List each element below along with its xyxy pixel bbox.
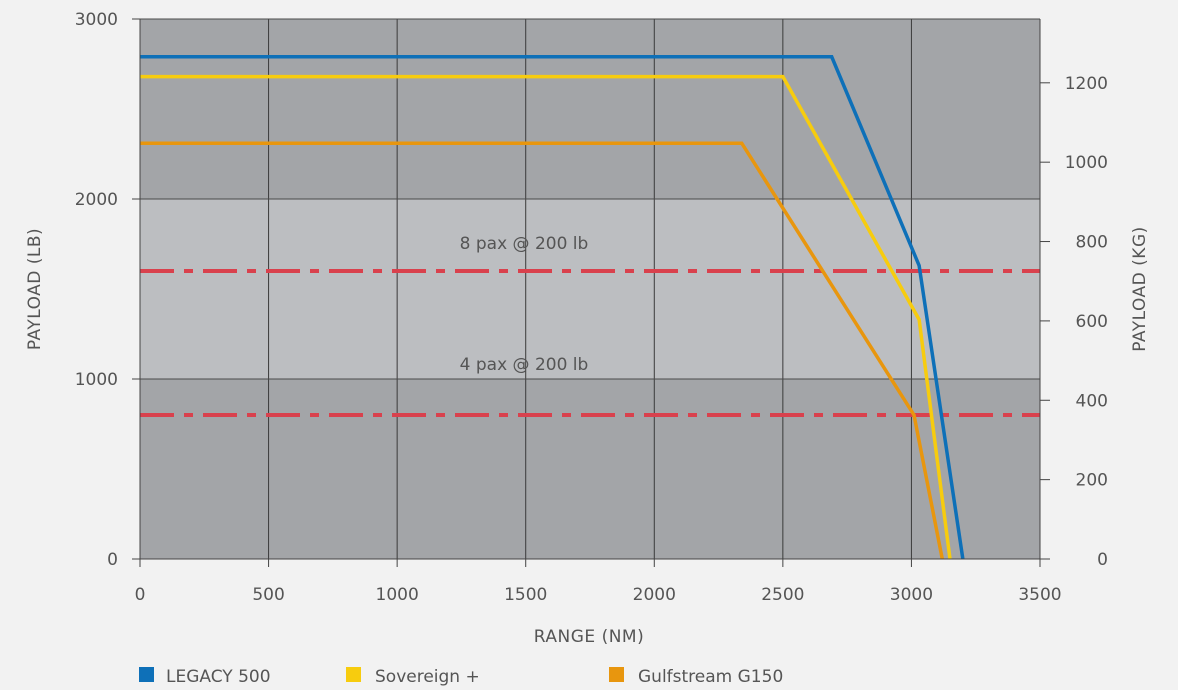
y2-axis-title: PAYLOAD (KG) [1130,226,1150,352]
y-tick-label-3000: 3000 [75,10,118,30]
y-tick-label-1000: 1000 [75,370,118,390]
legend: LEGACY 500 Sovereign + Gulfstream G150 [139,667,783,687]
x-tick-label-500: 500 [252,585,284,605]
y2-tick-label-800: 800 [1076,233,1108,253]
legend-label-sovereign-plus: Sovereign + [375,667,480,687]
x-tick-label-2000: 2000 [633,585,676,605]
x-tick-label-0: 0 [135,585,146,605]
series-line-legacy-500 [140,55,965,560]
y2-tick-label-200: 200 [1076,471,1108,491]
ref-label-4pax: 4 pax @ 200 lb [460,355,589,375]
legend-item-sovereign-plus: Sovereign + [346,667,480,687]
legend-label-gulfstream-g150: Gulfstream G150 [638,667,783,687]
legend-item-legacy-500: LEGACY 500 [139,667,271,687]
reference-lines [140,269,1040,417]
band-1 [140,199,1040,379]
legend-swatch-sovereign-plus [346,667,361,682]
x-tick-label-1000: 1000 [376,585,419,605]
y-tick-label-2000: 2000 [75,190,118,210]
axes: 0 500 1000 1500 2000 2500 3000 3500010002000300… [75,10,1108,605]
background-bands [140,19,1040,559]
legend-item-gulfstream-g150: Gulfstream G150 [609,667,783,687]
ref-label-8pax: 8 pax @ 200 lb [460,234,589,254]
band-0 [140,379,1040,559]
y2-tick-label-0: 0 [1097,550,1108,570]
y2-tick-label-400: 400 [1076,391,1108,411]
x-tick-label-3500: 3500 [1018,585,1061,605]
legend-swatch-legacy-500 [139,667,154,682]
y-tick-label-0: 0 [107,550,118,570]
data-series [140,55,965,560]
legend-swatch-gulfstream-g150 [609,667,624,682]
band-2 [140,19,1040,199]
x-axis-title: RANGE (NM) [534,627,644,647]
y2-tick-label-1000: 1000 [1065,153,1108,173]
y-axis-title: PAYLOAD (LB) [25,228,45,350]
x-tick-label-1500: 1500 [504,585,547,605]
x-tick-label-3000: 3000 [890,585,933,605]
y2-tick-label-600: 600 [1076,312,1108,332]
series-line-sovereign [140,74,952,560]
x-tick-label-2500: 2500 [761,585,804,605]
y2-tick-label-1200: 1200 [1065,74,1108,94]
series-line-gulfstream-g150 [140,141,945,560]
legend-label-legacy-500: LEGACY 500 [166,667,271,687]
